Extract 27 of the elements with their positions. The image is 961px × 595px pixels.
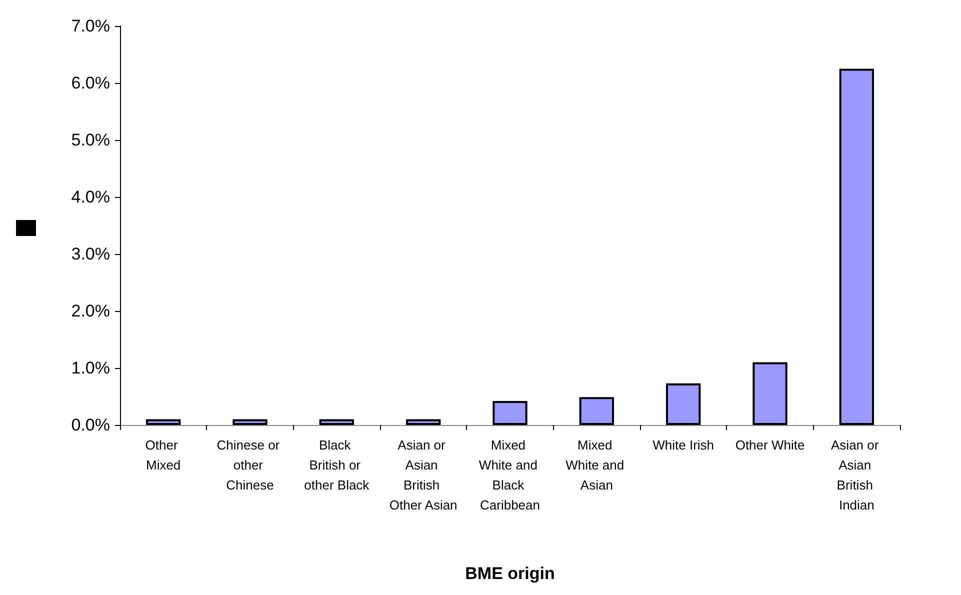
x-tick-label: Other White <box>735 438 805 452</box>
y-tick-label: 3.0% <box>71 244 110 264</box>
bar <box>839 68 874 425</box>
y-tick-label: 1.0% <box>71 358 110 378</box>
y-tick-label: 0.0% <box>71 416 110 434</box>
y-tick-label: 2.0% <box>71 302 110 320</box>
y-tick-label: 4.0% <box>71 188 110 206</box>
x-tick-label: Mixed White and Black Caribbean <box>478 438 542 512</box>
bar <box>146 419 181 425</box>
bar <box>752 362 788 425</box>
bar <box>406 419 441 425</box>
x-tick-label: Asian or Asian British Indian <box>831 438 882 512</box>
y-tick-label: 6.0% <box>71 74 110 92</box>
y-tick-label: 7.0% <box>71 16 110 36</box>
x-axis-title: BME origin <box>465 564 555 583</box>
y-tick-label: 5.0% <box>71 130 110 150</box>
x-tick-label: Asian or Asian British Other Asian <box>389 438 458 512</box>
x-tick-label: White Irish <box>652 438 714 452</box>
bar <box>492 401 528 425</box>
bar <box>666 383 701 425</box>
x-tick-label: Other Mixed <box>145 438 182 472</box>
x-tick-label: Mixed White and Asian <box>566 438 628 492</box>
bar <box>579 397 614 425</box>
bar <box>232 419 268 425</box>
x-tick-label: Chinese or other Chinese <box>216 438 284 492</box>
bar <box>319 419 354 425</box>
x-tick-label: Black British or other Black <box>304 438 370 492</box>
